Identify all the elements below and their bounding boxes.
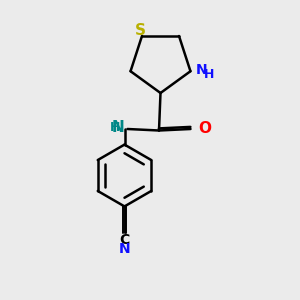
- Text: H: H: [204, 68, 214, 81]
- Text: S: S: [135, 23, 146, 38]
- Text: N: N: [195, 63, 207, 77]
- Text: N: N: [119, 242, 130, 256]
- Text: H: H: [110, 121, 120, 134]
- Text: N: N: [111, 120, 124, 135]
- Text: O: O: [198, 121, 211, 136]
- Text: C: C: [119, 233, 130, 247]
